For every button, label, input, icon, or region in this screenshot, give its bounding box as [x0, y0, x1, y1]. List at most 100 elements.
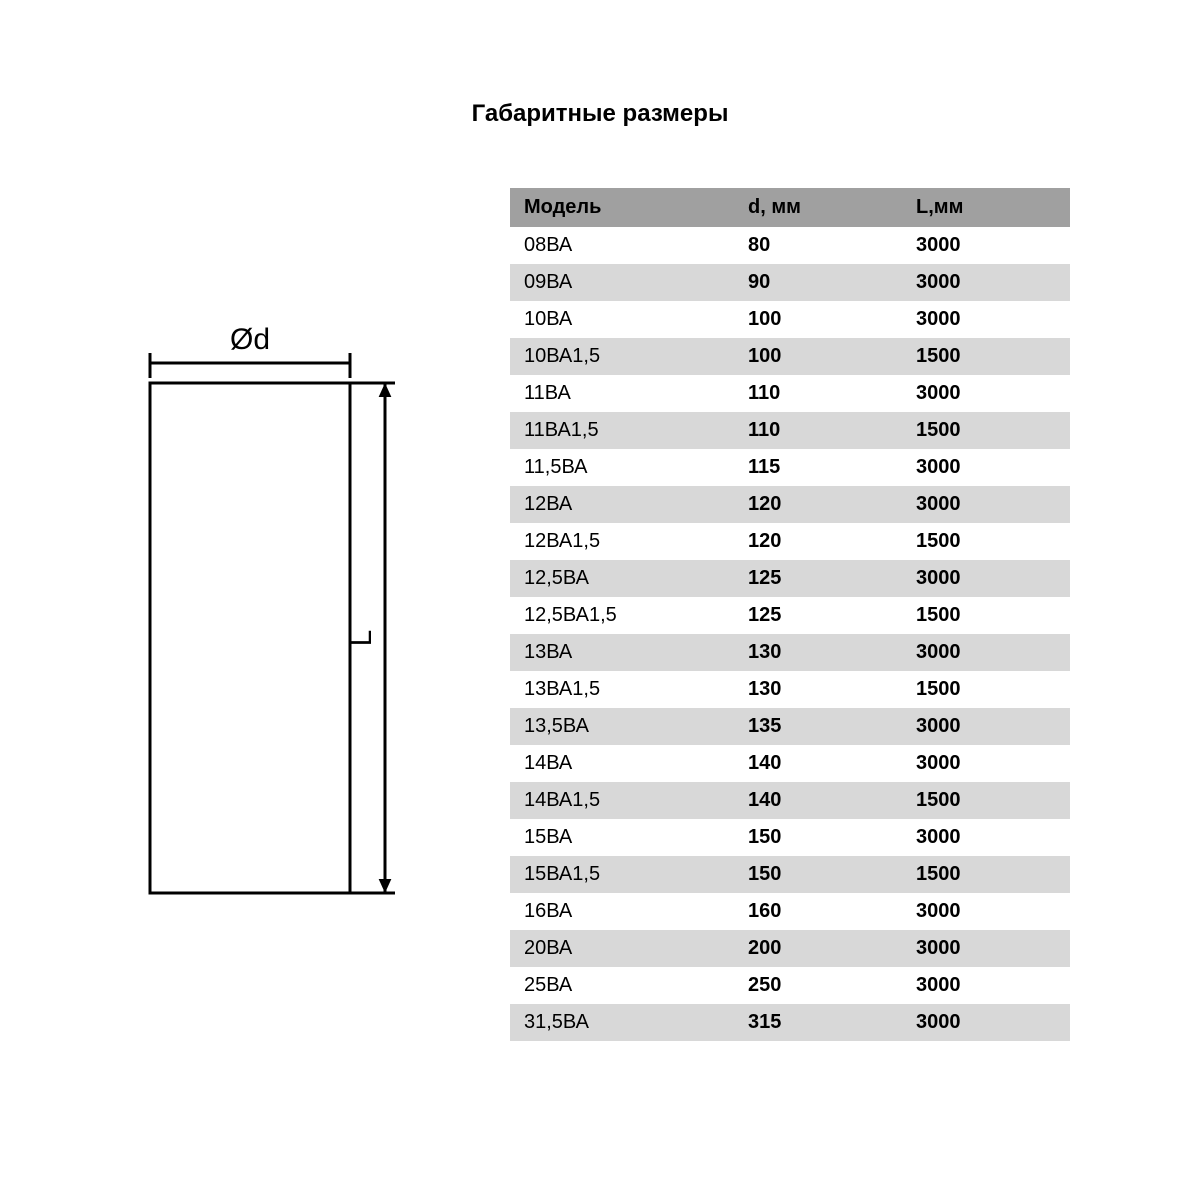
cell-model: 12ВА — [510, 486, 734, 523]
cell-l: 1500 — [902, 412, 1070, 449]
cell-d: 120 — [734, 486, 902, 523]
cell-l: 3000 — [902, 745, 1070, 782]
col-header-l: L,мм — [902, 188, 1070, 227]
cell-l: 3000 — [902, 227, 1070, 264]
table-header-row: Модель d, мм L,мм — [510, 188, 1070, 227]
cell-d: 135 — [734, 708, 902, 745]
cell-l: 1500 — [902, 856, 1070, 893]
table-row: 11,5ВА1153000 — [510, 449, 1070, 486]
cell-model: 11,5ВА — [510, 449, 734, 486]
cell-l: 1500 — [902, 523, 1070, 560]
cell-model: 13ВА — [510, 634, 734, 671]
cell-d: 250 — [734, 967, 902, 1004]
dimensions-table-wrapper: Модель d, мм L,мм 08ВА80300009ВА90300010… — [510, 188, 1070, 1041]
cell-d: 150 — [734, 856, 902, 893]
cell-d: 115 — [734, 449, 902, 486]
cell-model: 09ВА — [510, 264, 734, 301]
cell-d: 110 — [734, 375, 902, 412]
cell-model: 13ВА1,5 — [510, 671, 734, 708]
cell-l: 3000 — [902, 1004, 1070, 1041]
dimensions-table: Модель d, мм L,мм 08ВА80300009ВА90300010… — [510, 188, 1070, 1041]
table-row: 13ВА1303000 — [510, 634, 1070, 671]
page-title: Габаритные размеры — [130, 100, 1070, 128]
cell-d: 125 — [734, 597, 902, 634]
cell-d: 100 — [734, 301, 902, 338]
cell-d: 110 — [734, 412, 902, 449]
cell-model: 13,5ВА — [510, 708, 734, 745]
cell-l: 1500 — [902, 597, 1070, 634]
cell-d: 130 — [734, 671, 902, 708]
cell-model: 31,5ВА — [510, 1004, 734, 1041]
cell-model: 11ВА — [510, 375, 734, 412]
cell-l: 1500 — [902, 782, 1070, 819]
cell-d: 100 — [734, 338, 902, 375]
cell-model: 08ВА — [510, 227, 734, 264]
cell-d: 200 — [734, 930, 902, 967]
cell-d: 160 — [734, 893, 902, 930]
content-row: ØdL Модель d, мм L,мм 08ВА80300009ВА9030… — [130, 188, 1070, 1041]
table-row: 31,5ВА3153000 — [510, 1004, 1070, 1041]
table-row: 16ВА1603000 — [510, 893, 1070, 930]
cell-model: 12ВА1,5 — [510, 523, 734, 560]
cell-model: 14ВА1,5 — [510, 782, 734, 819]
cell-d: 120 — [734, 523, 902, 560]
table-row: 15ВА1503000 — [510, 819, 1070, 856]
table-row: 08ВА803000 — [510, 227, 1070, 264]
cell-l: 3000 — [902, 486, 1070, 523]
cell-d: 90 — [734, 264, 902, 301]
cell-l: 3000 — [902, 560, 1070, 597]
table-row: 14ВА1403000 — [510, 745, 1070, 782]
cell-d: 125 — [734, 560, 902, 597]
cell-model: 12,5ВА — [510, 560, 734, 597]
cell-l: 3000 — [902, 708, 1070, 745]
cell-model: 11ВА1,5 — [510, 412, 734, 449]
table-row: 12,5ВА1,51251500 — [510, 597, 1070, 634]
table-row: 11ВА1,51101500 — [510, 412, 1070, 449]
table-row: 12,5ВА1253000 — [510, 560, 1070, 597]
col-header-model: Модель — [510, 188, 734, 227]
cell-d: 150 — [734, 819, 902, 856]
table-row: 14ВА1,51401500 — [510, 782, 1070, 819]
cell-d: 80 — [734, 227, 902, 264]
table-row: 09ВА903000 — [510, 264, 1070, 301]
table-row: 11ВА1103000 — [510, 375, 1070, 412]
table-row: 13ВА1,51301500 — [510, 671, 1070, 708]
cell-model: 15ВА — [510, 819, 734, 856]
cell-l: 3000 — [902, 301, 1070, 338]
table-row: 20ВА2003000 — [510, 930, 1070, 967]
diagram-svg: Ød L — [130, 318, 450, 938]
cell-d: 130 — [734, 634, 902, 671]
cell-l: 3000 — [902, 634, 1070, 671]
table-row: 10ВА1003000 — [510, 301, 1070, 338]
cell-l: 3000 — [902, 819, 1070, 856]
cell-l: 1500 — [902, 671, 1070, 708]
cell-l: 3000 — [902, 375, 1070, 412]
cell-model: 15ВА1,5 — [510, 856, 734, 893]
table-row: 10ВА1,51001500 — [510, 338, 1070, 375]
table-row: 12ВА1203000 — [510, 486, 1070, 523]
cell-l: 3000 — [902, 264, 1070, 301]
cell-l: 3000 — [902, 449, 1070, 486]
cell-l: 3000 — [902, 967, 1070, 1004]
cell-l: 3000 — [902, 893, 1070, 930]
cell-model: 20ВА — [510, 930, 734, 967]
table-row: 15ВА1,51501500 — [510, 856, 1070, 893]
col-header-d: d, мм — [734, 188, 902, 227]
table-row: 12ВА1,51201500 — [510, 523, 1070, 560]
cell-d: 140 — [734, 782, 902, 819]
cell-model: 10ВА — [510, 301, 734, 338]
svg-text:L: L — [345, 630, 378, 647]
cell-l: 3000 — [902, 930, 1070, 967]
cell-l: 1500 — [902, 338, 1070, 375]
cell-model: 16ВА — [510, 893, 734, 930]
cell-model: 12,5ВА1,5 — [510, 597, 734, 634]
svg-text:Ød: Ød — [230, 323, 270, 356]
dimension-diagram: Ød L — [130, 188, 450, 943]
cell-model: 10ВА1,5 — [510, 338, 734, 375]
table-row: 25ВА2503000 — [510, 967, 1070, 1004]
table-row: 13,5ВА1353000 — [510, 708, 1070, 745]
cell-d: 140 — [734, 745, 902, 782]
cell-model: 14ВА — [510, 745, 734, 782]
cell-d: 315 — [734, 1004, 902, 1041]
cell-model: 25ВА — [510, 967, 734, 1004]
